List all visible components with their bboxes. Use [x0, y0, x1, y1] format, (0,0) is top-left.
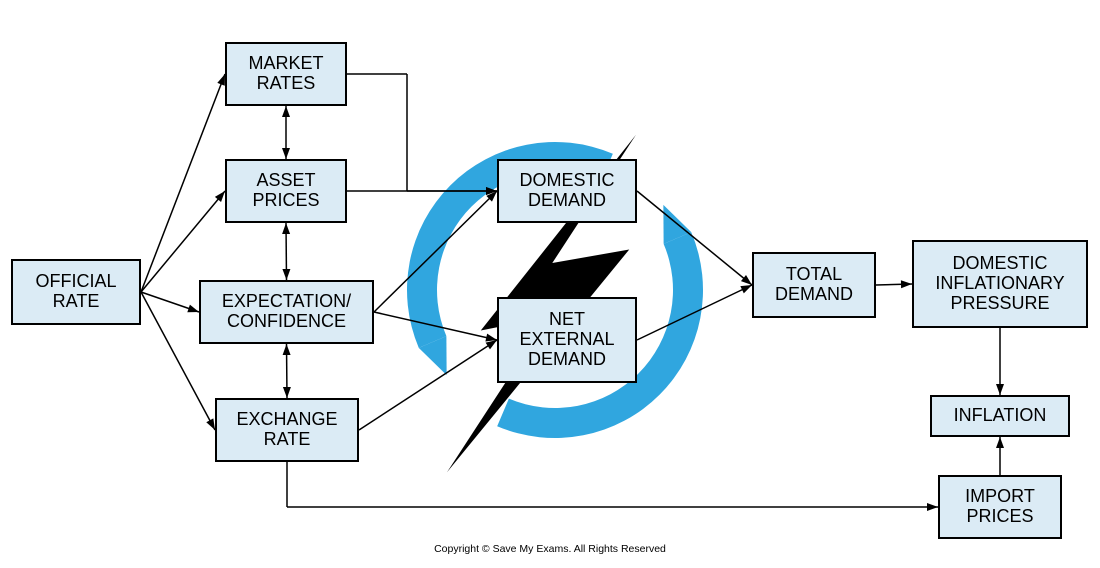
node-exchange: EXCHANGE RATE: [215, 398, 359, 462]
node-expect: EXPECTATION/ CONFIDENCE: [199, 280, 374, 344]
node-totdem: TOTAL DEMAND: [752, 252, 876, 318]
node-official: OFFICIAL RATE: [11, 259, 141, 325]
node-domdem: DOMESTIC DEMAND: [497, 159, 637, 223]
copyright-text: Copyright © Save My Exams. All Rights Re…: [434, 543, 666, 555]
node-asset: ASSET PRICES: [225, 159, 347, 223]
node-market: MARKET RATES: [225, 42, 347, 106]
node-dominf: DOMESTIC INFLATIONARY PRESSURE: [912, 240, 1088, 328]
node-inflation: INFLATION: [930, 395, 1070, 437]
node-import: IMPORT PRICES: [938, 475, 1062, 539]
node-netext: NET EXTERNAL DEMAND: [497, 297, 637, 383]
copyright-footer: Copyright © Save My Exams. All Rights Re…: [0, 543, 1100, 555]
